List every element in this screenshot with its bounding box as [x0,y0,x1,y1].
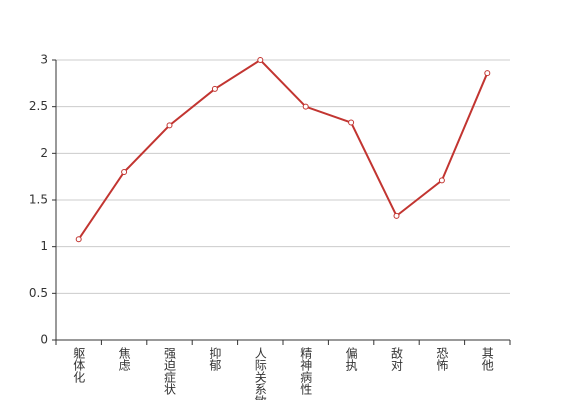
y-tick-label: 0 [40,333,48,347]
point [302,103,309,110]
y-tick-label: 0.5 [29,286,48,300]
point [75,236,82,243]
y-tick-label: 1 [40,239,48,253]
point [121,169,128,175]
point [166,122,173,129]
x-tick-label: 其他 [480,347,494,371]
line [77,58,489,240]
x-tick-label: 躯体化 [72,346,86,384]
y-tick-label: 3 [40,53,48,67]
x-tick-label: 精神病性 [299,347,313,396]
x-tick-label: 焦虑 [117,347,131,371]
point [257,57,264,63]
x-tick-label: 恐怖 [435,347,449,371]
x-tick-label: 敌对 [390,346,404,371]
x-tick-label: 人际关系敏感 [253,347,267,400]
x-tick-label: 抑郁 [208,346,222,372]
point [348,119,355,126]
point [484,70,491,77]
point [211,85,218,92]
point [438,177,445,184]
y-tick-label: 2 [40,146,48,160]
y-tick-label: 1.5 [29,193,48,207]
point [393,212,400,219]
x-tick-label: 强迫症状 [163,347,177,395]
y-tick-label: 2.5 [29,99,48,113]
x-tick-label: 偏执 [344,346,358,372]
